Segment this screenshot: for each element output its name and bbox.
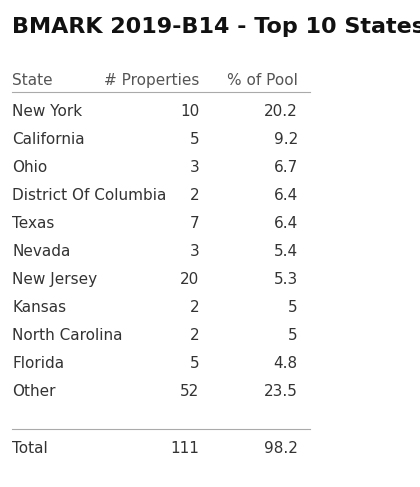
- Text: Nevada: Nevada: [12, 244, 71, 259]
- Text: 6.7: 6.7: [273, 160, 298, 175]
- Text: 23.5: 23.5: [264, 384, 298, 399]
- Text: 5: 5: [288, 300, 298, 315]
- Text: 20: 20: [180, 272, 200, 287]
- Text: 5: 5: [190, 132, 200, 147]
- Text: North Carolina: North Carolina: [12, 328, 123, 343]
- Text: 6.4: 6.4: [273, 216, 298, 231]
- Text: 98.2: 98.2: [264, 441, 298, 456]
- Text: 5: 5: [288, 328, 298, 343]
- Text: Ohio: Ohio: [12, 160, 47, 175]
- Text: 5.4: 5.4: [273, 244, 298, 259]
- Text: New Jersey: New Jersey: [12, 272, 97, 287]
- Text: New York: New York: [12, 104, 82, 119]
- Text: 6.4: 6.4: [273, 188, 298, 203]
- Text: 5: 5: [190, 356, 200, 371]
- Text: # Properties: # Properties: [104, 73, 200, 88]
- Text: District Of Columbia: District Of Columbia: [12, 188, 167, 203]
- Text: 52: 52: [180, 384, 200, 399]
- Text: 2: 2: [190, 328, 200, 343]
- Text: 4.8: 4.8: [273, 356, 298, 371]
- Text: California: California: [12, 132, 85, 147]
- Text: 111: 111: [171, 441, 200, 456]
- Text: 3: 3: [190, 244, 200, 259]
- Text: 7: 7: [190, 216, 200, 231]
- Text: Texas: Texas: [12, 216, 55, 231]
- Text: 20.2: 20.2: [264, 104, 298, 119]
- Text: Florida: Florida: [12, 356, 64, 371]
- Text: 5.3: 5.3: [273, 272, 298, 287]
- Text: Other: Other: [12, 384, 56, 399]
- Text: % of Pool: % of Pool: [227, 73, 298, 88]
- Text: BMARK 2019-B14 - Top 10 States: BMARK 2019-B14 - Top 10 States: [12, 17, 420, 37]
- Text: 2: 2: [190, 300, 200, 315]
- Text: 2: 2: [190, 188, 200, 203]
- Text: Kansas: Kansas: [12, 300, 66, 315]
- Text: State: State: [12, 73, 53, 88]
- Text: 3: 3: [190, 160, 200, 175]
- Text: Total: Total: [12, 441, 48, 456]
- Text: 10: 10: [180, 104, 200, 119]
- Text: 9.2: 9.2: [273, 132, 298, 147]
